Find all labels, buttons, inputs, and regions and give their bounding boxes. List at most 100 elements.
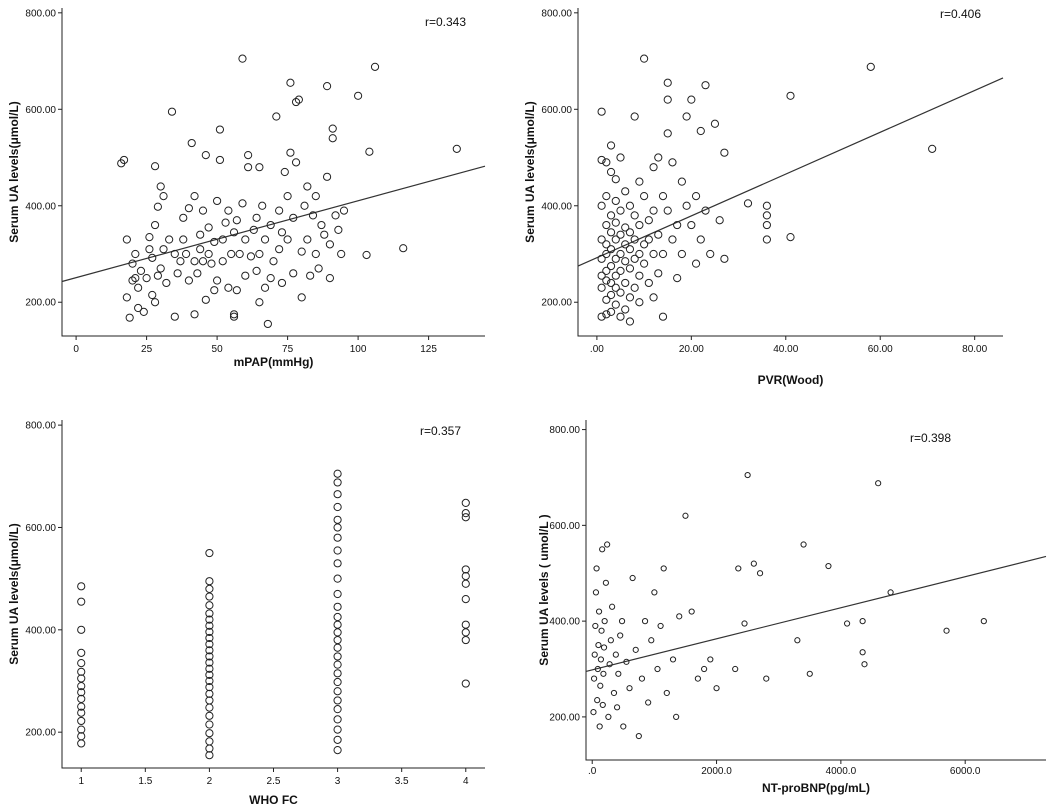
axis-frame [61,420,485,769]
data-point [630,112,639,121]
data-point [283,235,292,244]
data-point [333,705,342,714]
data-point [77,716,86,726]
x-tick-label: 100 [350,344,367,355]
data-point [333,490,342,499]
data-point [205,689,214,698]
data-point [625,264,635,273]
data-point [682,112,691,121]
y-tick-label: 400.00 [541,201,572,212]
data-point [461,509,470,518]
data-point [640,240,649,249]
data-point [600,670,607,677]
data-point [630,254,639,263]
data-point [221,218,230,227]
data-point [461,620,470,629]
data-point [331,211,340,220]
data-point [630,211,639,220]
data-point [602,240,611,249]
data-point [597,283,606,292]
data-point [159,245,168,254]
data-point [602,192,611,201]
data-point [275,245,284,254]
data-point [640,192,649,201]
data-point [258,201,267,210]
x-axis-label: NT-proBNP(pg/mL) [762,781,870,795]
data-point [77,725,86,734]
data-point [663,129,672,138]
data-point [266,220,275,230]
data-point [255,163,264,172]
data-point [687,220,696,230]
data-point [607,637,614,644]
data-point [77,688,86,697]
data-point [735,565,742,572]
data-point [701,665,708,673]
data-point [660,565,667,572]
data-point [644,235,653,244]
data-point [167,107,177,116]
data-point [590,675,598,682]
data-point [170,312,179,321]
data-point [786,233,795,242]
data-point [241,235,250,244]
data-point [635,177,644,186]
data-point [204,249,213,259]
data-point [205,646,214,655]
data-point [205,577,214,586]
data-point [616,266,625,275]
y-tick-label: 800.00 [541,8,572,19]
data-point [658,192,668,201]
data-point [688,608,695,615]
data-point [669,656,677,663]
axis-frame [585,420,1046,761]
data-point [289,269,298,278]
data-point [611,175,620,184]
data-point [658,249,668,259]
data-point [77,582,86,591]
data-point [365,147,374,156]
data-point [119,155,129,165]
data-point [632,646,639,653]
data-point [238,54,247,63]
data-point [322,172,332,181]
data-point [156,182,165,191]
data-point [333,669,342,678]
data-point [184,204,193,213]
y-tick-label: 200.00 [25,298,56,309]
data-point [621,305,630,314]
data-point [786,91,795,100]
data-point [654,269,663,278]
data-point [720,148,729,157]
data-point [806,670,813,677]
data-point [629,574,636,582]
data-point [244,163,253,172]
data-point [616,230,625,239]
data-point [696,126,705,136]
data-point [625,293,635,302]
data-point [657,622,664,630]
data-point [597,201,606,210]
data-point [179,213,188,222]
data-point [205,729,214,738]
data-point [224,206,233,215]
x-tick-label: 0 [73,344,79,355]
data-point [205,676,214,686]
data-point [77,708,86,717]
data-point [322,82,332,91]
data-point [943,627,950,634]
data-point [756,570,764,577]
data-point [611,300,620,309]
data-point [232,286,241,295]
data-point [235,249,244,259]
data-point [630,283,639,292]
data-point [606,228,616,237]
data-point [128,276,137,285]
data-point [592,589,600,596]
data-point [333,502,342,512]
data-point [611,254,620,263]
data-point [176,257,185,266]
data-point [859,649,866,656]
data-point [602,249,611,259]
